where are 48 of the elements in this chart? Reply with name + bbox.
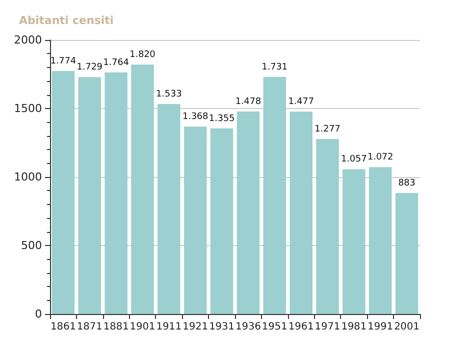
x-tick-label: 1991 bbox=[368, 322, 394, 332]
bar bbox=[236, 112, 260, 314]
bar bbox=[52, 70, 75, 314]
data-label: 1.477 bbox=[288, 97, 314, 108]
y-tick-label: 0 bbox=[35, 308, 42, 320]
x-tick-label: 1936 bbox=[235, 322, 261, 332]
data-label: 1.368 bbox=[182, 112, 209, 122]
data-label: 1.277 bbox=[314, 124, 340, 135]
bar bbox=[210, 128, 234, 314]
x-tick-label: 1861 bbox=[50, 322, 76, 332]
x-tick-label: 1871 bbox=[76, 322, 102, 332]
x-tick-label: 1911 bbox=[156, 322, 182, 332]
y-tick-label: 1500 bbox=[14, 102, 42, 115]
x-tick-label: 1981 bbox=[341, 322, 367, 332]
bar bbox=[368, 167, 392, 314]
chart-title: Abitanti censiti bbox=[19, 14, 114, 27]
data-label: 883 bbox=[398, 178, 416, 189]
data-label: 1.820 bbox=[130, 50, 156, 60]
x-tick-label: 1971 bbox=[314, 322, 340, 332]
y-tick-label: 500 bbox=[21, 239, 42, 252]
bar bbox=[158, 104, 180, 314]
x-tick-label: 1961 bbox=[288, 322, 314, 332]
data-label: 1.478 bbox=[235, 97, 262, 108]
bar bbox=[131, 64, 154, 314]
bar bbox=[78, 77, 102, 314]
data-label: 1.764 bbox=[103, 58, 130, 68]
data-label: 1.355 bbox=[208, 114, 235, 124]
y-tick-label: 2000 bbox=[14, 34, 42, 46]
data-label: 1.731 bbox=[262, 62, 288, 72]
x-tick-label: 2001 bbox=[394, 322, 420, 332]
data-label: 1.072 bbox=[367, 152, 394, 163]
bar bbox=[395, 193, 418, 314]
y-tick-label: 1000 bbox=[14, 170, 42, 184]
bar bbox=[316, 139, 339, 314]
data-label: 1.774 bbox=[50, 56, 76, 66]
data-label: 1.729 bbox=[76, 62, 103, 73]
bar bbox=[263, 76, 286, 314]
x-tick-label: 1951 bbox=[262, 322, 288, 332]
bar bbox=[184, 126, 207, 314]
bar bbox=[290, 112, 312, 314]
x-tick-label: 1901 bbox=[130, 322, 156, 332]
x-tick-label: 1931 bbox=[209, 322, 235, 332]
data-label: 1.533 bbox=[156, 89, 182, 100]
bar bbox=[342, 169, 366, 314]
bar bbox=[104, 72, 128, 314]
x-tick-label: 1921 bbox=[182, 322, 208, 332]
data-label: 1.057 bbox=[341, 154, 367, 165]
x-tick-label: 1881 bbox=[103, 322, 129, 332]
